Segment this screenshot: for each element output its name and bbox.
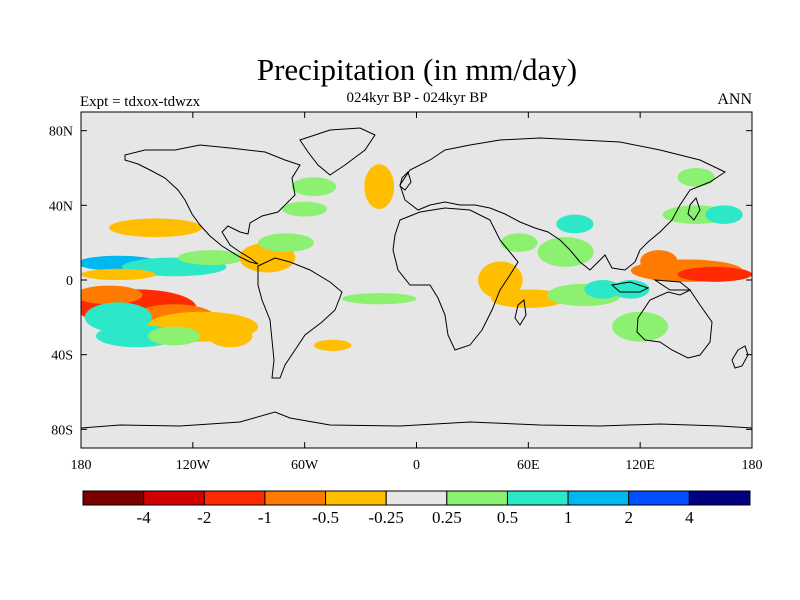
colorbar-swatch-4: [325, 490, 387, 506]
colorbar: -4 -2 -1 -0.5 -0.25 0.25 0.5 1 2 4: [82, 490, 751, 527]
coast-antarctica: [81, 411, 752, 429]
colorbar-label-3: -0.5: [312, 508, 339, 527]
y-tick-label-3: 40S: [51, 349, 73, 364]
x-tick-label-6: 180: [742, 458, 763, 473]
colorbar-swatch-3: [264, 490, 327, 506]
anomaly-patch-5: [84, 302, 152, 333]
anomaly-patch-15: [282, 201, 328, 217]
plot-title: Precipitation (in mm/day): [256, 52, 578, 87]
coast-madagascar: [514, 299, 527, 326]
map-background: [81, 112, 752, 448]
x-tick-label-4: 60E: [517, 458, 540, 473]
anomaly-patch-7: [148, 326, 201, 346]
coast-south-america: [257, 257, 343, 379]
colorbar-swatch-7: [506, 490, 569, 506]
coast-greenland: [299, 127, 376, 176]
colorbar-swatch-9: [628, 490, 690, 506]
anomaly-layer: [81, 164, 752, 351]
colorbar-label-8: 2: [624, 508, 633, 527]
colorbar-label-4: -0.25: [368, 508, 403, 527]
anomaly-patch-29: [677, 266, 752, 282]
anomaly-patch-17: [364, 164, 395, 210]
coastlines: [81, 127, 752, 429]
colorbar-swatch-1: [143, 490, 205, 506]
anomaly-patch-24: [556, 214, 594, 234]
x-tick-label-1: 120W: [176, 458, 211, 473]
colorbar-swatch-5: [385, 490, 448, 506]
coast-eurasia: [399, 137, 727, 271]
coast-north-america: [124, 144, 301, 265]
colorbar-label-1: -2: [197, 508, 211, 527]
anomaly-patch-22: [500, 233, 538, 253]
colorbar-label-2: -1: [258, 508, 272, 527]
anomaly-patch-27: [612, 280, 650, 299]
coast-africa: [392, 207, 519, 351]
anomaly-patch-34: [677, 168, 715, 187]
map-axes: 180 120W 60W 0 60E 120E 180 80N 40N 0 40S 80S: [49, 112, 763, 473]
anomaly-patch-18: [341, 293, 417, 305]
anomaly-patch-31: [612, 311, 669, 342]
anomaly-patch-23: [537, 237, 594, 267]
anomaly-patch-2: [81, 285, 143, 305]
coast-new-zealand: [731, 345, 749, 369]
anomaly-patch-10: [177, 250, 246, 266]
anomaly-patch-4: [207, 324, 253, 348]
y-tick-label-1: 40N: [49, 199, 73, 214]
coast-australia: [636, 289, 713, 359]
y-tick-label-2: 0: [66, 274, 73, 289]
anomaly-patch-33: [705, 205, 743, 225]
colorbar-swatch-10: [688, 490, 751, 506]
y-tick-label-0: 80N: [49, 125, 73, 140]
coast-japan: [687, 197, 701, 221]
x-tick-label-0: 180: [71, 458, 92, 473]
x-tick-label-2: 60W: [291, 458, 319, 473]
coast-indonesia: [610, 279, 692, 293]
colorbar-swatch-8: [567, 490, 630, 506]
y-tick-label-4: 80S: [51, 423, 73, 438]
plot-subtitle: 024kyr BP - 024kyr BP: [346, 90, 488, 106]
experiment-label: Expt = tdxox-tdwzx: [80, 94, 201, 110]
anomaly-patch-16: [291, 177, 337, 197]
anomaly-patch-30: [640, 250, 678, 273]
colorbar-swatch-6: [446, 490, 508, 506]
x-tick-label-3: 0: [413, 458, 420, 473]
colorbar-label-7: 1: [564, 508, 573, 527]
season-label: ANN: [717, 91, 752, 108]
anomaly-patch-20: [478, 261, 523, 299]
colorbar-swatch-2: [203, 490, 266, 506]
colorbar-swatch-0: [82, 490, 145, 506]
anomaly-patch-11: [81, 268, 156, 280]
anomaly-patch-21: [491, 289, 566, 308]
anomaly-patch-12: [108, 218, 203, 238]
colorbar-label-5: 0.25: [432, 508, 462, 527]
anomaly-patch-19: [313, 339, 352, 351]
anomaly-patch-14: [258, 233, 314, 253]
x-tick-label-5: 120E: [625, 458, 655, 473]
colorbar-label-9: 4: [685, 508, 694, 527]
colorbar-label-6: 0.5: [497, 508, 518, 527]
coast-british-isles: [399, 171, 412, 191]
colorbar-label-0: -4: [137, 508, 152, 527]
